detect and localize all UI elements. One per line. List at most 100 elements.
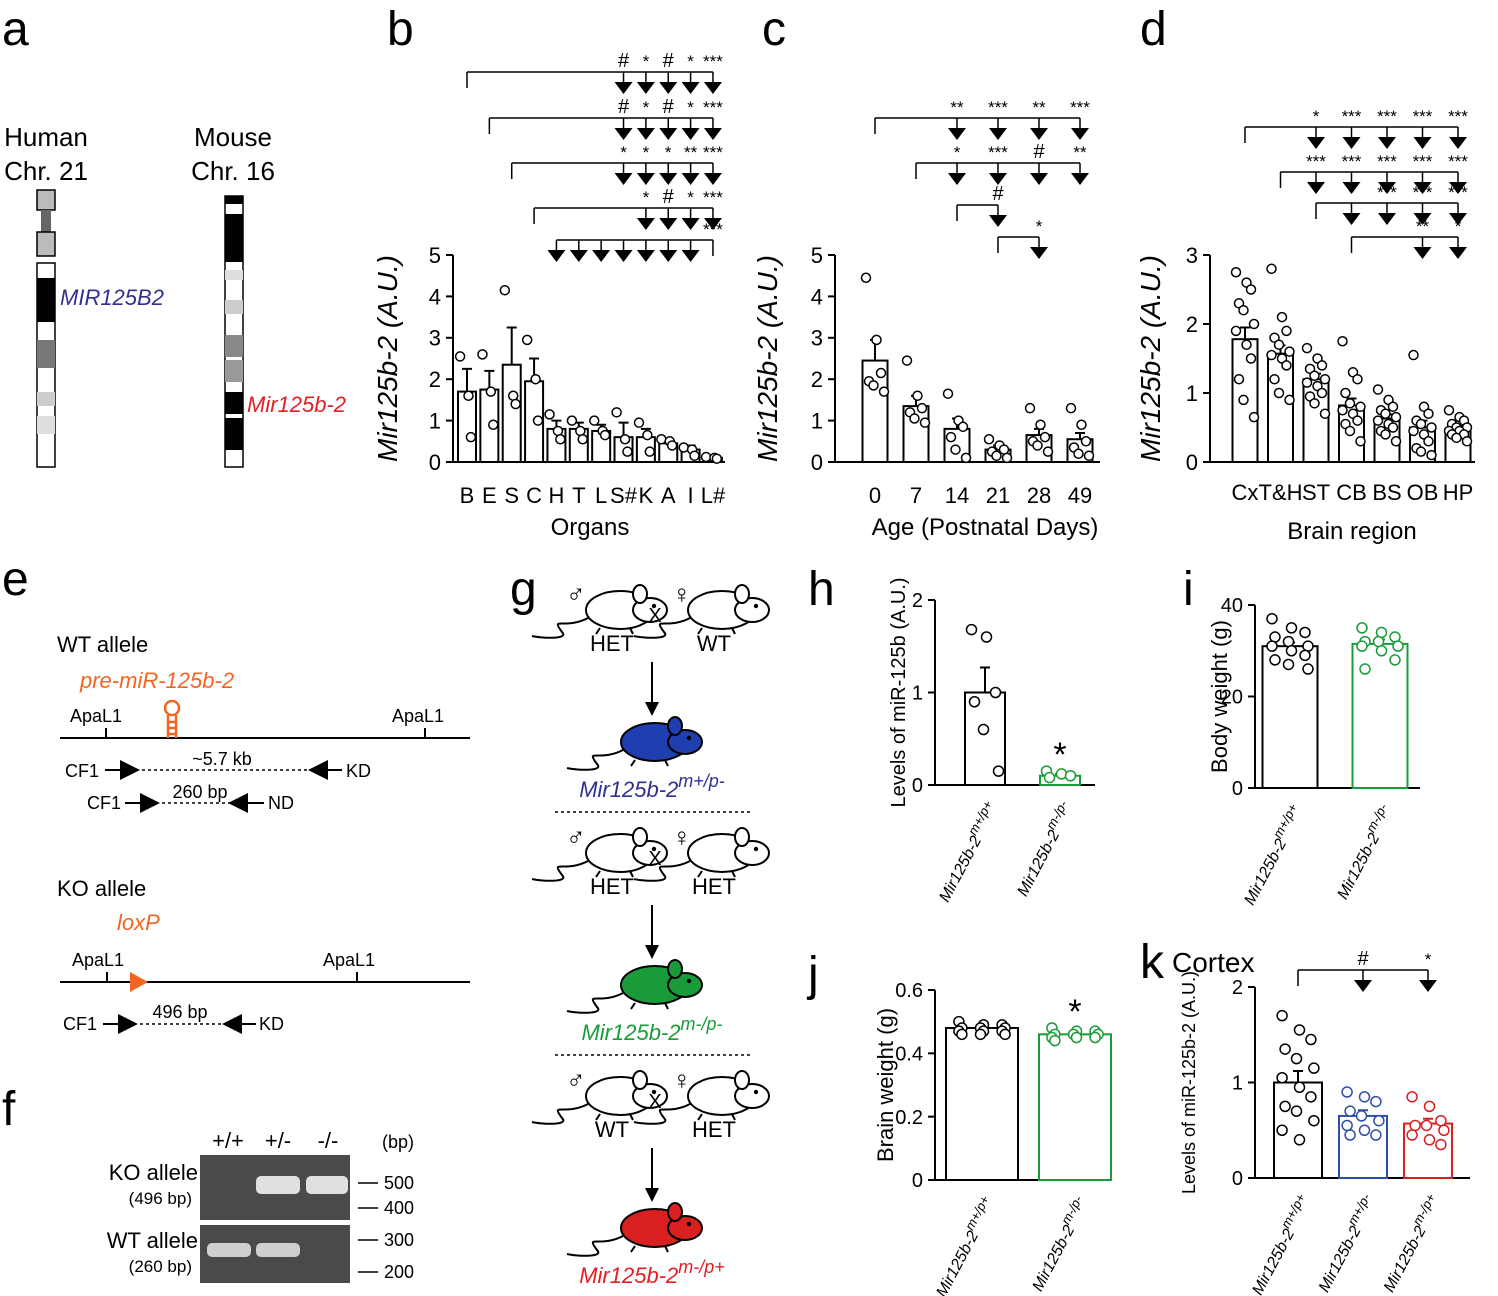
element-label: loxP (117, 910, 160, 935)
y-axis-label: Mir125b-2 (A.U.) (1135, 255, 1166, 462)
data-point (666, 440, 678, 451)
amplicon-size: 260 bp (172, 782, 227, 802)
y-tick-label: 0 (429, 450, 441, 475)
significance-label: * (643, 188, 650, 207)
lane-label: -/- (318, 1128, 339, 1153)
data-point (1356, 622, 1368, 634)
data-point (1375, 645, 1388, 657)
x-tick-label: 0 (869, 483, 881, 508)
comparison-arrowhead (1342, 182, 1361, 194)
mouse-eye (651, 1089, 657, 1095)
data-point (957, 421, 969, 433)
data-point (555, 433, 566, 445)
female-symbol: ♀ (672, 579, 692, 609)
data-point (1423, 408, 1434, 419)
mouse-ear (734, 1070, 750, 1090)
data-point (510, 398, 521, 410)
data-point (875, 367, 887, 379)
data-point (1408, 425, 1419, 437)
marker-label: 200 (384, 1262, 414, 1282)
data-point (1319, 408, 1331, 419)
data-point (477, 349, 488, 360)
panel-a: a Human Chr. 21 MIR125B2 Mouse Chr. 16 M… (2, 3, 346, 468)
comparison-arrowhead (681, 173, 700, 185)
chart-c: c 0 1 2 3 4 5 Mir125b-2 (A.U.) Age (Postnatal Da… (752, 3, 1100, 541)
data-point (465, 431, 477, 443)
error-bar (506, 326, 517, 365)
category-sup: m-/p+ (1409, 1191, 1438, 1228)
data-point (1451, 432, 1462, 444)
comparison-arrowhead (948, 173, 966, 185)
y-axis-label: Levels of miR-125b-2 (A.U.) (1179, 971, 1199, 1194)
data-point (983, 433, 995, 445)
mouse-feet (697, 870, 736, 878)
data-point (1380, 429, 1391, 440)
x-axis-label: Brain region (1287, 518, 1416, 545)
data-point (644, 446, 656, 457)
significance-label: * (687, 188, 694, 207)
data-point (1230, 325, 1242, 337)
parent-genotype: HET (590, 874, 634, 899)
data-point (1426, 449, 1437, 461)
data-point (1344, 1129, 1356, 1141)
male-symbol: ♂ (566, 1065, 586, 1095)
x-tick-label: BS (1372, 480, 1401, 505)
data-point (919, 417, 931, 428)
significance-label: * (620, 143, 627, 162)
chromosome-band (225, 335, 243, 357)
data-point (599, 429, 611, 441)
data-point (1372, 415, 1384, 426)
data-point (1423, 1100, 1436, 1113)
data-point (1001, 452, 1013, 464)
y-tick-label: 3 (811, 326, 823, 351)
data-point (912, 390, 923, 402)
data-point (1273, 339, 1285, 350)
data-point (1344, 1105, 1356, 1117)
significance-label: *** (703, 188, 723, 207)
amplicon-size: ~5.7 kb (192, 749, 252, 769)
comparison-arrowhead (1030, 173, 1048, 185)
chromosome-band (37, 392, 55, 406)
x-tick-label: CB (1336, 480, 1367, 505)
panel-letter: j (806, 948, 819, 1001)
data-point (1266, 263, 1277, 275)
offspring-genotype: Mir125b-2m+/p- (579, 771, 725, 802)
chromosome-band (36, 189, 56, 211)
data-point (1299, 626, 1311, 639)
data-point (1230, 267, 1242, 278)
significance-label: * (665, 143, 672, 162)
category-sup: m+/p+ (1278, 1191, 1309, 1231)
cross-symbol: X (648, 848, 661, 870)
category-name: Mir125b-2 (1316, 1223, 1365, 1295)
mouse-icon (566, 1202, 703, 1257)
y-tick-label: 4 (811, 284, 823, 309)
data-point (1305, 1091, 1317, 1103)
mouse-feet (630, 1245, 669, 1253)
significance-label: # (1357, 948, 1369, 970)
row-label: WT allele (107, 1228, 198, 1253)
hairpin (163, 699, 181, 738)
category-name: Mir125b-2 (1241, 836, 1290, 908)
x-tick-label: OB (1407, 480, 1439, 505)
data-point (1238, 304, 1249, 316)
comparison-arrowhead (1413, 213, 1432, 225)
significance-label: # (992, 183, 1004, 205)
chromosome-band (225, 214, 243, 262)
data-point (965, 623, 978, 636)
data-point (878, 386, 890, 397)
data-point (1387, 401, 1399, 413)
data-point (622, 446, 633, 457)
comparison-arrowhead (1342, 213, 1361, 225)
significance-label: *** (703, 143, 723, 162)
gene-label: Mir125b-2 (247, 392, 346, 417)
primer-arrow (140, 793, 160, 813)
mouse-feet (630, 1002, 669, 1010)
comparison-arrowhead (659, 82, 678, 94)
data-point (1293, 1081, 1306, 1094)
element-label: pre-miR-125b-2 (79, 668, 234, 693)
mouse-head (734, 597, 770, 623)
data-point (1276, 1071, 1288, 1084)
data-point (1276, 1009, 1288, 1022)
species-label: Mouse (194, 122, 272, 152)
primer-arrow (222, 1014, 242, 1034)
